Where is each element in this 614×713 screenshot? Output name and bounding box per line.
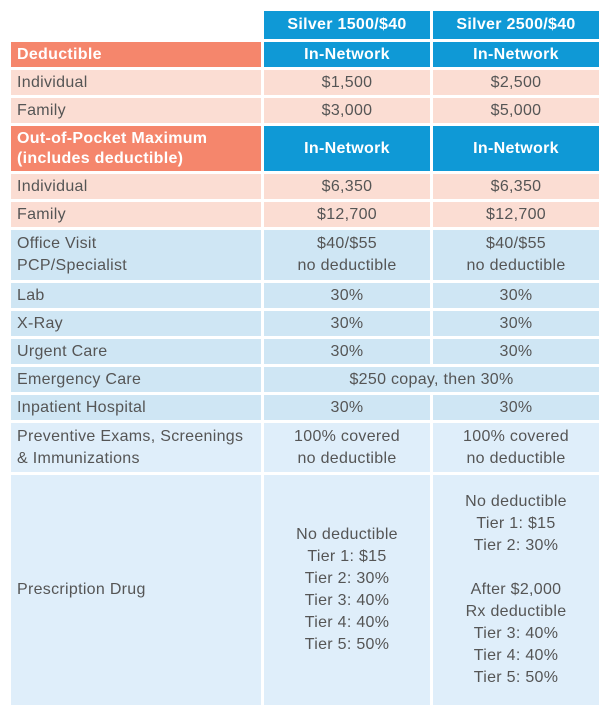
rx-plan-2-line: Tier 1: $15	[476, 515, 556, 532]
rx-plan-1-value: No deductible Tier 1: $15 Tier 2: 30% Ti…	[264, 475, 430, 705]
plan-1-value: $3,000	[264, 98, 430, 123]
row-label: Office Visit PCP/Specialist	[11, 230, 261, 280]
row-label: Family	[11, 202, 261, 227]
oop-section-label: Out-of-Pocket Maximum (includes deductib…	[11, 126, 261, 171]
plan-2-value: 30%	[433, 311, 599, 336]
rx-plan-2-line: Tier 3: 40%	[473, 625, 559, 642]
table-row: Individual $1,500 $2,500	[11, 70, 599, 95]
emergency-row: Emergency Care $250 copay, then 30%	[11, 367, 599, 392]
rx-plan-2-value: No deductible Tier 1: $15 Tier 2: 30% Af…	[433, 475, 599, 705]
table-row: Inpatient Hospital 30% 30%	[11, 395, 599, 420]
oop-plan-1-network: In-Network	[264, 126, 430, 171]
oop-plan-2-network: In-Network	[433, 126, 599, 171]
preventive-plan-2-line1: 100% covered	[463, 427, 569, 445]
row-label: Lab	[11, 283, 261, 308]
row-label: Individual	[11, 70, 261, 95]
deductible-section-label: Deductible	[11, 42, 261, 67]
table-row: Family $12,700 $12,700	[11, 202, 599, 227]
table-row: Individual $6,350 $6,350	[11, 174, 599, 199]
plan-1-value: 30%	[264, 339, 430, 364]
plan-1-value: 30%	[264, 395, 430, 420]
plan-2-value: 100% covered no deductible	[433, 423, 599, 472]
office-visit-label-line2: PCP/Specialist	[17, 257, 128, 274]
row-label: X-Ray	[11, 311, 261, 336]
rx-plan-1-line: Tier 4: 40%	[304, 614, 390, 631]
plan-1-value: 100% covered no deductible	[264, 423, 430, 472]
rx-plan-2-line: Rx deductible	[465, 603, 567, 620]
table-row: Urgent Care 30% 30%	[11, 339, 599, 364]
oop-label-line1: Out-of-Pocket Maximum	[17, 129, 208, 147]
row-label: Prescription Drug	[11, 475, 261, 705]
row-label: Inpatient Hospital	[11, 395, 261, 420]
plan-2-value: $40/$55 no deductible	[433, 230, 599, 280]
table-row: Family $3,000 $5,000	[11, 98, 599, 123]
preventive-plan-1-line1: 100% covered	[294, 427, 400, 445]
oop-section-row: Out-of-Pocket Maximum (includes deductib…	[11, 126, 599, 171]
deductible-plan-2-network: In-Network	[433, 42, 599, 67]
office-visit-plan-1-line2: no deductible	[297, 257, 397, 274]
plan-1-value: $1,500	[264, 70, 430, 95]
plan-2-value: $5,000	[433, 98, 599, 123]
preventive-plan-1-line2: no deductible	[297, 449, 397, 467]
row-label: Preventive Exams, Screenings & Immunizat…	[11, 423, 261, 472]
preventive-plan-2-line2: no deductible	[466, 449, 566, 467]
deductible-plan-1-network: In-Network	[264, 42, 430, 67]
rx-plan-2-line: Tier 5: 50%	[473, 669, 559, 686]
table-row: Lab 30% 30%	[11, 283, 599, 308]
prescription-row: Prescription Drug No deductible Tier 1: …	[11, 475, 599, 705]
plan-1-value: $12,700	[264, 202, 430, 227]
plan-2-value: 30%	[433, 283, 599, 308]
rx-plan-2-spacer	[439, 557, 593, 579]
row-label: Individual	[11, 174, 261, 199]
office-visit-plan-2-line2: no deductible	[466, 257, 566, 274]
oop-label-line2: (includes deductible)	[17, 149, 184, 167]
plan-2-header: Silver 2500/$40	[433, 11, 599, 39]
office-visit-row: Office Visit PCP/Specialist $40/$55 no d…	[11, 230, 599, 280]
emergency-value: $250 copay, then 30%	[264, 367, 599, 392]
rx-plan-2-line: Tier 2: 30%	[473, 537, 559, 554]
rx-plan-2-line: After $2,000	[470, 581, 562, 598]
plan-1-value: $40/$55 no deductible	[264, 230, 430, 280]
plan-2-value: 30%	[433, 395, 599, 420]
deductible-section-row: Deductible In-Network In-Network	[11, 42, 599, 67]
plan-2-value: $2,500	[433, 70, 599, 95]
header-blank-cell	[11, 11, 261, 39]
rx-plan-1-line: Tier 5: 50%	[304, 636, 390, 653]
rx-plan-2-line: Tier 4: 40%	[473, 647, 559, 664]
row-label: Family	[11, 98, 261, 123]
preventive-label-line1: Preventive Exams, Screenings	[17, 427, 244, 445]
plan-2-value: $12,700	[433, 202, 599, 227]
office-visit-label-line1: Office Visit	[17, 235, 97, 252]
rx-plan-1-line: Tier 2: 30%	[304, 570, 390, 587]
office-visit-plan-2-line1: $40/$55	[486, 235, 546, 252]
preventive-label-line2: & Immunizations	[17, 449, 140, 467]
row-label: Emergency Care	[11, 367, 261, 392]
plan-header-row: Silver 1500/$40 Silver 2500/$40	[11, 11, 599, 39]
rx-plan-1-line: Tier 3: 40%	[304, 592, 390, 609]
rx-plan-1-line: No deductible	[296, 526, 398, 543]
plan-1-value: $6,350	[264, 174, 430, 199]
preventive-row: Preventive Exams, Screenings & Immunizat…	[11, 423, 599, 472]
plan-1-header: Silver 1500/$40	[264, 11, 430, 39]
office-visit-plan-1-line1: $40/$55	[317, 235, 377, 252]
row-label: Urgent Care	[11, 339, 261, 364]
plan-comparison-table: Silver 1500/$40 Silver 2500/$40 Deductib…	[8, 8, 602, 708]
rx-plan-1-line: Tier 1: $15	[307, 548, 387, 565]
rx-plan-2-line: No deductible	[465, 493, 567, 510]
plan-1-value: 30%	[264, 311, 430, 336]
plan-2-value: $6,350	[433, 174, 599, 199]
plan-2-value: 30%	[433, 339, 599, 364]
table-row: X-Ray 30% 30%	[11, 311, 599, 336]
plan-1-value: 30%	[264, 283, 430, 308]
